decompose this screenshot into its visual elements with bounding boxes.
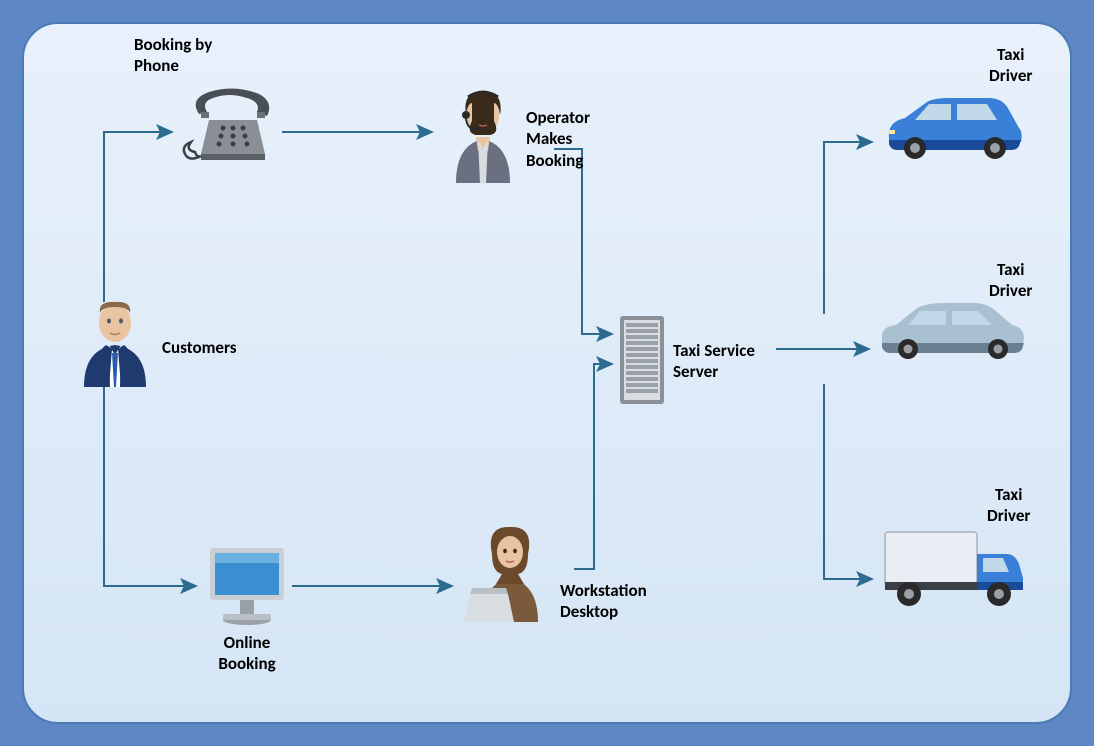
node-server: Taxi Service Server [617,314,667,406]
node-taxi-3: Taxi Driver [879,524,1029,610]
server-icon [617,314,667,406]
node-operator: Operator Makes Booking [444,89,522,183]
node-workstation: Workstation Desktop [464,524,556,622]
arrow-server-to-taxi3 [824,384,872,579]
operator-label: Operator Makes Booking [526,107,590,171]
diagram-canvas: Customers Booking by Phone [22,22,1072,724]
workstation-label: Workstation Desktop [560,580,647,623]
node-online-booking: Online Booking [204,544,290,675]
node-taxi-1: Taxi Driver [879,94,1027,162]
node-taxi-2: Taxi Driver [874,299,1030,361]
truck-icon [879,524,1029,610]
server-label: Taxi Service Server [673,340,755,383]
monitor-icon [204,544,290,628]
taxi1-label: Taxi Driver [989,44,1032,87]
arrow-operator-to-server [554,149,612,334]
car-blue-icon [879,94,1027,162]
arrow-customers-to-online_booking [104,386,196,586]
sedan-icon [874,299,1030,361]
woman-headset-icon [444,89,522,183]
online-booking-label: Online Booking [218,632,275,675]
node-booking-phone: Booking by Phone [179,84,279,170]
taxi3-label: Taxi Driver [987,484,1030,527]
arrow-customers-to-booking_phone [104,132,172,302]
node-customers: Customers [76,299,154,387]
phone-icon [179,84,279,170]
booking-phone-label: Booking by Phone [134,34,212,77]
customers-label: Customers [162,337,237,358]
arrow-server-to-taxi1 [824,142,872,314]
woman-laptop-icon [464,524,556,622]
taxi2-label: Taxi Driver [989,259,1032,302]
arrow-workstation-to-server [574,364,612,569]
man-suit-icon [76,299,154,387]
